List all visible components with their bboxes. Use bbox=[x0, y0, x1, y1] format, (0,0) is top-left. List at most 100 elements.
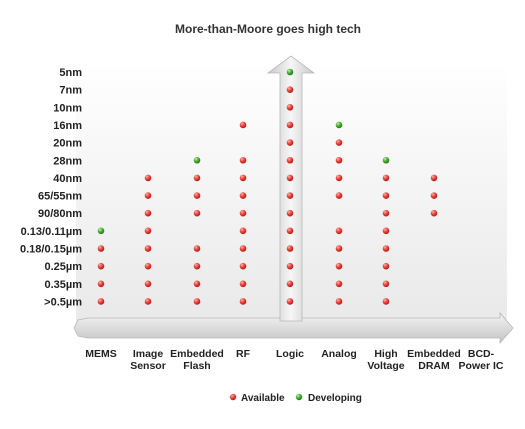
available-point bbox=[193, 245, 201, 252]
available-point bbox=[239, 245, 247, 252]
available-point bbox=[286, 174, 294, 182]
available-point bbox=[239, 280, 247, 288]
available-point bbox=[430, 192, 438, 199]
available-point bbox=[382, 174, 390, 182]
available-point bbox=[286, 121, 294, 129]
y-tick-label: 7nm bbox=[59, 85, 82, 97]
available-point bbox=[286, 280, 294, 288]
legend-developing-marker bbox=[295, 393, 303, 401]
x-axis-arrow bbox=[73, 311, 514, 345]
legend: Available Developing bbox=[229, 393, 362, 404]
data-points bbox=[97, 68, 438, 305]
available-point bbox=[335, 156, 343, 164]
available-point bbox=[286, 298, 294, 305]
available-point bbox=[144, 227, 152, 235]
y-tick-label: 90/80nm bbox=[38, 208, 82, 220]
x-tick-label: Analog bbox=[321, 348, 357, 360]
available-point bbox=[144, 245, 152, 252]
available-point bbox=[382, 227, 390, 235]
available-point bbox=[239, 209, 247, 217]
x-tick-label: MEMS bbox=[85, 348, 117, 360]
available-point bbox=[193, 209, 201, 217]
available-point bbox=[193, 298, 201, 305]
available-point bbox=[335, 262, 343, 270]
available-point bbox=[144, 192, 152, 199]
available-point bbox=[193, 192, 201, 199]
available-point bbox=[144, 209, 152, 217]
available-point bbox=[335, 227, 343, 235]
available-point bbox=[239, 298, 247, 305]
available-point bbox=[286, 104, 294, 111]
y-tick-label: 40nm bbox=[53, 173, 82, 185]
available-point bbox=[286, 262, 294, 270]
developing-point bbox=[286, 68, 294, 76]
available-point bbox=[144, 298, 152, 305]
y-tick-label: 5nm bbox=[59, 67, 82, 79]
available-point bbox=[144, 280, 152, 288]
y-tick-label: 0.25µm bbox=[44, 261, 82, 273]
available-point bbox=[335, 280, 343, 288]
available-point bbox=[239, 174, 247, 182]
y-tick-label: 16nm bbox=[53, 120, 82, 132]
developing-point bbox=[193, 156, 201, 164]
available-point bbox=[286, 227, 294, 235]
y-tick-label: 0.13/0.11µm bbox=[21, 226, 83, 238]
y-tick-label: 28nm bbox=[53, 155, 82, 167]
y-tick-label: 0.35µm bbox=[44, 279, 82, 291]
available-point bbox=[335, 192, 343, 199]
available-point bbox=[382, 298, 390, 305]
available-point bbox=[97, 245, 105, 252]
available-point bbox=[286, 139, 294, 146]
available-point bbox=[430, 174, 438, 182]
x-tick-label: Embedded DRAM bbox=[407, 348, 461, 372]
available-point bbox=[286, 156, 294, 164]
available-point bbox=[335, 174, 343, 182]
legend-developing-label: Developing bbox=[308, 393, 362, 404]
available-point bbox=[239, 262, 247, 270]
available-point bbox=[286, 86, 294, 93]
legend-available-marker bbox=[229, 393, 237, 401]
available-point bbox=[193, 262, 201, 270]
available-point bbox=[193, 280, 201, 288]
available-point bbox=[286, 245, 294, 252]
available-point bbox=[97, 280, 105, 288]
developing-point bbox=[97, 227, 105, 235]
available-point bbox=[286, 192, 294, 199]
available-point bbox=[193, 174, 201, 182]
x-tick-label: Image Sensor bbox=[130, 348, 166, 372]
developing-point bbox=[382, 156, 390, 164]
x-tick-label: Logic bbox=[276, 348, 304, 360]
available-point bbox=[382, 245, 390, 252]
y-tick-label: 65/55nm bbox=[38, 191, 82, 203]
y-tick-label: >0.5µm bbox=[44, 296, 82, 308]
available-point bbox=[382, 209, 390, 217]
available-point bbox=[382, 262, 390, 270]
x-tick-label: BCD-Power IC bbox=[459, 348, 504, 372]
available-point bbox=[239, 192, 247, 199]
available-point bbox=[335, 298, 343, 305]
available-point bbox=[97, 262, 105, 270]
available-point bbox=[286, 209, 294, 217]
available-point bbox=[335, 139, 343, 146]
legend-available-label: Available bbox=[241, 393, 285, 404]
logic-highlight-arrow bbox=[266, 55, 316, 322]
available-point bbox=[430, 209, 438, 217]
y-tick-label: 0.18/0.15µm bbox=[20, 244, 82, 256]
x-tick-label: High Voltage bbox=[367, 348, 404, 372]
x-tick-label: Embedded Flash bbox=[170, 348, 224, 372]
available-point bbox=[239, 121, 247, 129]
available-point bbox=[239, 156, 247, 164]
available-point bbox=[97, 298, 105, 305]
y-tick-label: 20nm bbox=[53, 138, 82, 150]
x-tick-label: RF bbox=[236, 348, 251, 360]
available-point bbox=[335, 245, 343, 252]
available-point bbox=[239, 227, 247, 235]
chart-title: More-than-Moore goes high tech bbox=[175, 22, 361, 36]
developing-point bbox=[335, 121, 343, 129]
available-point bbox=[382, 280, 390, 288]
available-point bbox=[144, 174, 152, 182]
y-tick-label: 10nm bbox=[53, 102, 82, 114]
y-axis-tick-labels: 5nm 7nm 10nm 16nm 20nm 28nm 40nm 65/55nm 90/80nm… bbox=[20, 67, 82, 308]
